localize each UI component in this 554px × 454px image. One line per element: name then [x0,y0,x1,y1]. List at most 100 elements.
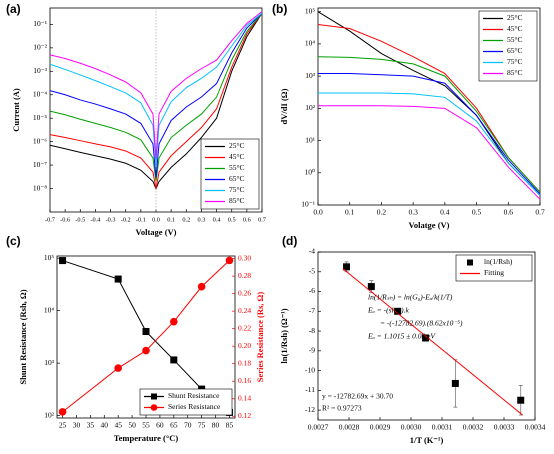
x-axis-title: Temperature (°C) [114,433,179,443]
y-tick-label: 10² [44,410,55,419]
y-tick-label: -5 [309,266,315,275]
x-axis-title: 1/T (K⁻¹) [410,435,444,445]
x-tick-label: 0.0 [152,216,160,223]
legend-marker [151,393,157,400]
x-tick-label: 50 [128,421,136,430]
y-tick-label: 10⁻³ [33,66,47,75]
x-tick-label: 0.1 [345,208,355,217]
legend-box [200,138,260,210]
y-tick-label: -7 [309,306,315,315]
x-tick-label: 0.4 [440,208,450,217]
y-tick-label: 10⁴ [44,305,55,314]
marker [142,346,150,355]
marker [367,283,375,291]
marker [142,328,150,336]
legend-marker [150,404,158,411]
x-tick-label: -0.2 [121,216,131,223]
x-tick-label: -0.6 [60,216,70,223]
y-tick-label: 10⁻⁸ [33,183,47,192]
legend-label: 45°C [507,24,523,33]
marker [343,263,351,271]
x-tick-label: -0.5 [75,216,85,223]
series-line [318,92,541,196]
legend-label: Series Resistance [168,402,221,411]
series-line [49,11,263,159]
x-axis-title: Voltage (V) [136,227,177,237]
y-tick-label: -11 [305,385,315,394]
x-tick-label: 0.7 [258,216,266,223]
legend-label: 75°C [507,57,523,66]
y-tick-label: 10⁻¹ [301,200,315,209]
x-tick-label: 75 [198,421,206,430]
y-tick-label: 10⁻⁵ [33,113,47,122]
marker [170,317,178,326]
y2-tick-label: 0.18 [238,358,251,367]
marker [59,257,67,265]
x-tick-label: 0.0030 [401,423,422,432]
y2-axis-title: Series Resistance (Rs, Ω) [255,292,265,383]
plot-frame [317,7,541,206]
x-tick-label: 0.7 [535,208,545,217]
x-tick-label: 0.5 [228,216,236,223]
y-tick-label: -8 [309,326,315,335]
marker [225,256,234,265]
x-tick-label: 0.1 [167,216,175,223]
y-tick-label: -6 [309,286,315,295]
panel-label: (c) [6,234,21,248]
annotation: R² = 0.97273 [322,404,362,413]
y-axis-title: ln(1/Rsh) (Ω⁻¹) [279,308,289,363]
y2-tick-label: 0.24 [238,306,251,315]
x-tick-label: 0.2 [182,216,190,223]
marker [170,356,178,364]
marker [517,396,525,404]
y-tick-label: 10² [305,103,316,112]
y-axis-title: Current (A) [11,88,21,132]
y2-tick-label: 0.30 [238,253,251,262]
x-tick-label: 45 [114,421,122,430]
y-tick-label: 10⁴ [305,39,316,48]
x-tick-label: 30 [73,421,81,430]
annotation: = -(-12782.69).(8.62x10⁻⁵) [380,319,463,328]
x-tick-label: 25 [59,421,67,430]
y-tick-label: -12 [305,405,315,414]
annotation: ln(1/Rₛₕ) = ln(G₀)-Eₐ/k(1/T) [368,293,453,302]
legend-box [139,388,233,416]
x-tick-label: 0.3 [197,216,205,223]
y-tick-label: 10⁵ [305,6,316,15]
x-tick-label: 0.0034 [525,423,546,432]
y2-tick-label: 0.26 [238,288,251,297]
x-tick-label: -0.3 [106,216,116,223]
series-line [49,12,263,178]
legend-label: 45°C [229,152,245,161]
x-tick-label: 40 [101,421,109,430]
legend-label: Fitting [484,268,504,277]
y2-tick-label: 0.16 [238,376,251,385]
y-tick-label: 10⁻² [33,43,47,52]
x-tick-label: -0.1 [136,216,146,223]
panel-label: (d) [282,234,297,248]
x-tick-label: 35 [87,421,95,430]
marker [114,364,122,372]
legend-marker [467,259,473,266]
x-tick-label: 0.0033 [494,423,515,432]
y-axis-title: Shunt Resistance (Rsh, Ω) [18,289,28,384]
series-line [318,73,541,195]
legend-box [478,10,538,82]
y-tick-label: 10¹ [305,135,315,144]
y2-tick-label: 0.22 [238,323,251,332]
x-tick-label: 0.0028 [339,423,360,432]
annotation: Eₐ = -(slop).k [367,306,409,315]
panel-label: (a) [6,2,21,16]
legend-label: 25°C [229,141,245,150]
y2-tick-label: 0.28 [238,271,251,280]
x-tick-label: 0.0031 [432,423,453,432]
series-line [62,260,230,413]
x-tick-label: 0.6 [504,208,514,217]
x-tick-label: 65 [170,421,178,430]
x-tick-label: 0.0027 [308,423,329,432]
marker [451,379,459,387]
y-tick-label: 10³ [305,71,316,80]
legend-label: 65°C [507,46,523,55]
legend-label: 85°C [229,196,245,205]
